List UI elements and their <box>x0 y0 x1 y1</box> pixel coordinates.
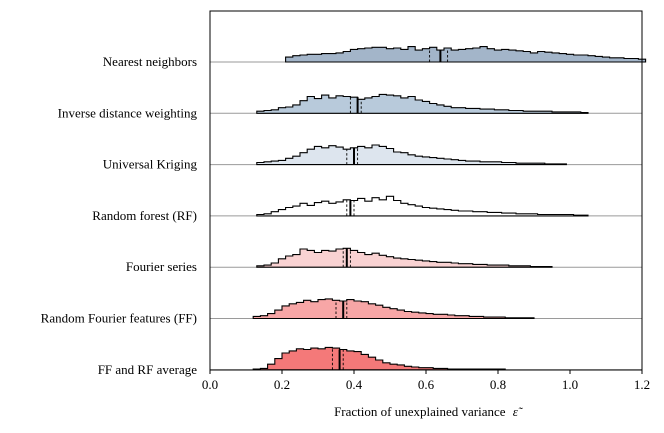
x-tick-label: 1.2 <box>634 377 650 392</box>
row-label: Universal Kriging <box>103 157 198 172</box>
ridge-row: Random forest (RF) <box>92 195 642 223</box>
x-tick-label: 0.8 <box>490 377 506 392</box>
ridgeline-rows: Nearest neighbors Inverse distance weight… <box>41 46 647 377</box>
histogram-series <box>256 144 567 166</box>
histogram-series <box>256 247 553 268</box>
row-label: Nearest neighbors <box>103 54 197 69</box>
x-axis-label-symbol: ε̃ <box>513 404 524 419</box>
ridge-row: Inverse distance weighting <box>58 93 642 120</box>
x-tick-label: 0.4 <box>346 377 363 392</box>
ridge-row: Fourier series <box>126 247 642 274</box>
histogram-series <box>252 298 535 320</box>
x-axis-ticks: 0.0 0.2 0.4 0.6 0.8 1.0 1.2 <box>202 370 650 392</box>
row-label: Inverse distance weighting <box>58 105 198 120</box>
x-tick-label: 0.6 <box>418 377 435 392</box>
histogram-series <box>285 46 647 63</box>
row-label: Random forest (RF) <box>92 208 197 223</box>
ridge-row: Nearest neighbors <box>103 46 647 69</box>
row-label: Random Fourier features (FF) <box>41 311 197 326</box>
histogram-series <box>256 195 589 217</box>
ridge-row: FF and RF average <box>98 346 642 377</box>
ridge-row: Universal Kriging <box>103 144 642 172</box>
x-axis-label-text: Fraction of unexplained variance <box>334 404 506 419</box>
x-tick-label: 0.0 <box>202 377 218 392</box>
ridge-row: Random Fourier features (FF) <box>41 298 642 326</box>
row-label: Fourier series <box>126 259 197 274</box>
histogram-series <box>252 346 506 371</box>
x-tick-label: 1.0 <box>562 377 578 392</box>
x-axis-label: Fraction of unexplained variance ε̃ <box>334 404 524 419</box>
histogram-series <box>256 93 589 114</box>
row-label: FF and RF average <box>98 362 198 377</box>
x-tick-label: 0.2 <box>274 377 290 392</box>
